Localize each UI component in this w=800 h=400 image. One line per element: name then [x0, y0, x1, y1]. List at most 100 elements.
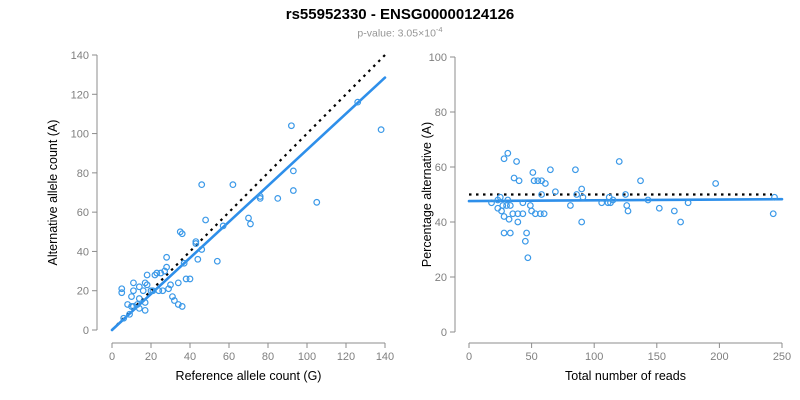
left-data-point — [289, 167, 297, 175]
left-data-point — [247, 220, 254, 228]
left-data-point — [130, 279, 137, 287]
left-data-point — [141, 279, 149, 287]
left-data-point — [219, 222, 227, 230]
left-y-axis-title: Alternative allele count (A) — [46, 120, 60, 266]
left-data-point — [182, 275, 190, 283]
left-x-axis-title: Reference allele count (G) — [176, 369, 322, 383]
right-data-point — [536, 210, 544, 218]
left-data-point — [288, 122, 295, 130]
left-data-point — [178, 303, 186, 310]
right-data-point — [540, 210, 548, 218]
right-data-point — [769, 210, 777, 218]
left-data-point — [174, 301, 182, 308]
right-data-point — [551, 188, 559, 196]
left-y-tick-label: 0 — [83, 325, 89, 337]
left-data-point — [167, 281, 174, 289]
right-data-point — [524, 254, 532, 262]
right-x-tick-label: 50 — [525, 351, 537, 363]
left-data-point — [143, 271, 151, 279]
left-x-tick-label: 20 — [145, 351, 157, 363]
left-data-point — [169, 293, 176, 301]
right-data-point — [498, 207, 505, 215]
pvalue-exponent: -4 — [435, 25, 443, 34]
right-data-point — [514, 218, 522, 226]
figure-subtitle: p-value: 3.05×10-4 — [0, 25, 800, 40]
left-data-point — [186, 275, 194, 283]
left-data-point — [130, 303, 137, 310]
left-data-point — [151, 271, 159, 279]
right-data-point — [541, 180, 549, 187]
right-y-tick-label: 20 — [435, 272, 447, 284]
right-x-tick-label: 150 — [648, 351, 666, 363]
left-data-point — [174, 279, 182, 287]
right-data-point — [573, 191, 581, 198]
right-x-axis-title: Total number of reads — [565, 369, 686, 383]
right-data-point — [670, 207, 678, 215]
left-x-tick-label: 0 — [109, 351, 115, 363]
left-data-point — [194, 255, 202, 263]
right-data-point — [615, 158, 623, 165]
left-data-point — [313, 198, 321, 206]
right-data-point — [598, 199, 606, 207]
right-y-axis-title: Percentage alternative (A) — [420, 122, 434, 267]
right-y-tick-label: 40 — [435, 217, 447, 229]
right-data-point — [500, 229, 508, 237]
right-data-point — [519, 210, 527, 218]
left-data-point — [202, 216, 210, 224]
right-data-point — [607, 199, 614, 207]
right-data-point — [529, 169, 537, 176]
left-data-point — [155, 287, 163, 295]
left-data-point — [143, 281, 151, 289]
left-data-point — [120, 314, 128, 322]
left-data-point — [141, 299, 149, 306]
left-x-tick-label: 80 — [262, 351, 274, 363]
left-data-point — [118, 289, 126, 297]
right-y-tick-label: 60 — [435, 162, 447, 174]
right-data-point — [644, 196, 652, 204]
left-data-point — [170, 297, 178, 304]
left-x-tick-label: 140 — [376, 351, 394, 363]
figure-title: rs55952330 - ENSG00000124126 — [285, 6, 515, 23]
left-data-point — [135, 304, 143, 312]
right-data-point — [510, 174, 518, 182]
left-reference-line — [111, 54, 386, 331]
left-data-point — [139, 287, 147, 295]
right-data-point — [534, 177, 542, 185]
right-data-point — [567, 202, 574, 209]
right-data-point — [712, 180, 720, 187]
left-data-point — [157, 269, 165, 277]
left-x-tick-label: 120 — [337, 351, 355, 363]
left-data-point — [135, 283, 143, 291]
right-data-point — [488, 199, 495, 207]
left-data-point — [128, 293, 135, 301]
left-data-point — [198, 246, 206, 253]
right-data-point — [513, 158, 520, 165]
left-y-tick-label: 140 — [71, 50, 89, 62]
left-data-point — [354, 98, 362, 106]
right-y-tick-label: 80 — [435, 107, 447, 119]
right-data-point — [506, 202, 514, 209]
right-y-tick-label: 0 — [441, 327, 447, 339]
right-data-point — [494, 196, 502, 204]
right-data-point — [579, 193, 587, 201]
right-x-tick-label: 200 — [710, 351, 728, 363]
right-data-point — [677, 218, 684, 226]
left-data-point — [256, 194, 264, 202]
left-data-point — [192, 240, 200, 247]
left-data-point — [176, 228, 184, 236]
left-x-tick-label: 60 — [223, 351, 235, 363]
left-data-point — [163, 263, 171, 271]
pvalue-text: p-value: 3.05×10 — [357, 27, 436, 40]
left-data-point — [256, 193, 264, 200]
left-y-tick-label: 120 — [71, 89, 89, 101]
left-x-tick-label: 100 — [298, 351, 316, 363]
left-data-point — [118, 285, 126, 293]
left-data-point — [135, 295, 143, 302]
right-data-point — [538, 191, 546, 198]
right-data-point — [500, 155, 508, 163]
left-data-point — [159, 287, 167, 295]
left-y-tick-label: 40 — [77, 246, 89, 258]
right-data-point — [526, 202, 534, 209]
right-x-tick-label: 100 — [585, 351, 603, 363]
